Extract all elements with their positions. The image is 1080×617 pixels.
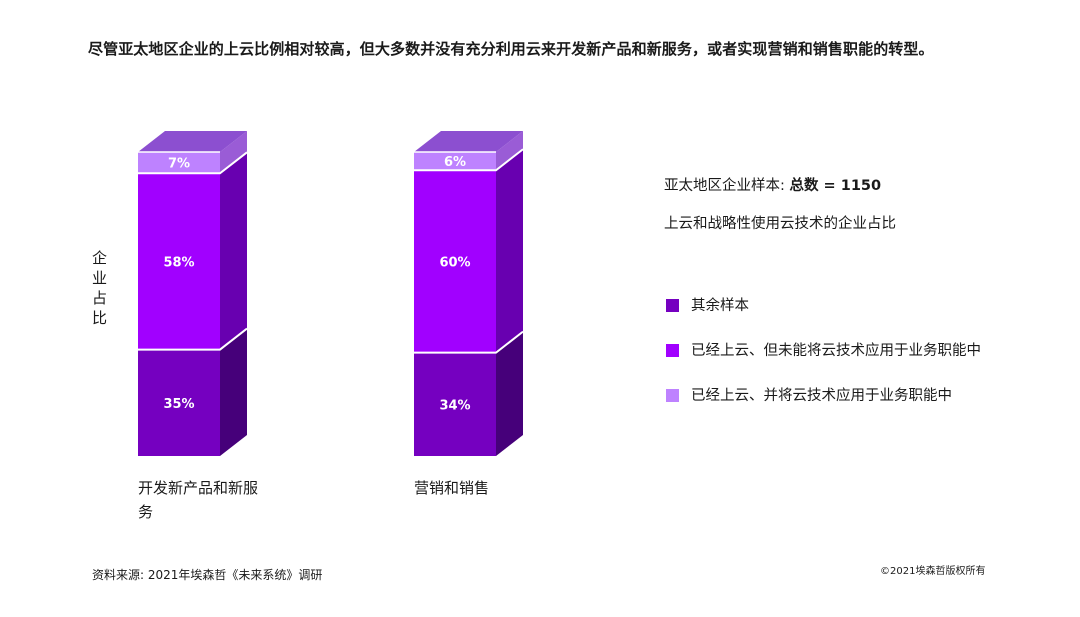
category-label-0: 开发新产品和新服务 (138, 479, 259, 521)
bar-1-segment-2-side (496, 131, 523, 171)
category-label-1: 营销和销售 (414, 479, 490, 497)
bar-0-top (138, 131, 247, 152)
bar-1-label-0: 34% (439, 398, 470, 413)
bar-1-separator-2 (414, 148, 524, 172)
legend-swatch-1 (666, 344, 679, 357)
bar-0-segment-0-side (220, 328, 247, 456)
bar-1-separator-1 (414, 330, 524, 354)
sample-total: 总数 = 1150 (789, 178, 882, 194)
bar-0-separator-2 (138, 151, 248, 175)
bar-0-segment-2 (138, 152, 220, 174)
bar-0-segment-0 (138, 349, 220, 456)
bar-1-segment-2 (414, 152, 496, 171)
legend-label-0: 其余样本 (691, 298, 749, 314)
bar-1-segment-1 (414, 170, 496, 353)
bar-0-separator-1 (138, 327, 248, 351)
sample-label: 亚太地区企业样本: (664, 178, 790, 194)
legend-swatch-0 (666, 299, 679, 312)
bar-1-segment-0 (414, 352, 496, 456)
legend-label-2: 已经上云、并将云技术应用于业务职能中 (691, 388, 952, 404)
bar-0-label-0: 35% (163, 397, 194, 412)
bar-1-segment-1-side (496, 149, 523, 353)
bar-0-segment-1-side (220, 152, 247, 350)
bar-1-segment-0-side (496, 331, 523, 456)
source-note: 资料来源: 2021年埃森哲《未来系统》调研 (92, 568, 323, 582)
bar-0-segment-1 (138, 173, 220, 350)
bar-0-label-1: 58% (163, 255, 194, 270)
copyright-note: ©2021埃森哲版权所有 (880, 566, 986, 577)
chart-title: 尽管亚太地区企业的上云比例相对较高，但大多数并没有充分利用云来开发新产品和新服务… (88, 40, 934, 58)
y-axis-label: 企业占比 (92, 249, 108, 327)
chart-subtitle: 上云和战略性使用云技术的企业占比 (664, 216, 896, 232)
bar-0-segment-2-side (220, 131, 247, 174)
bar-1-label-2: 6% (444, 155, 466, 170)
sample-size: 亚太地区企业样本: 总数 = 1150 (664, 174, 881, 195)
legend-label-1: 已经上云、但未能将云技术应用于业务职能中 (691, 343, 981, 359)
bar-0-label-2: 7% (168, 157, 190, 172)
bar-1-top (414, 131, 523, 152)
bar-1-label-1: 60% (439, 255, 470, 270)
legend-swatch-2 (666, 389, 679, 402)
